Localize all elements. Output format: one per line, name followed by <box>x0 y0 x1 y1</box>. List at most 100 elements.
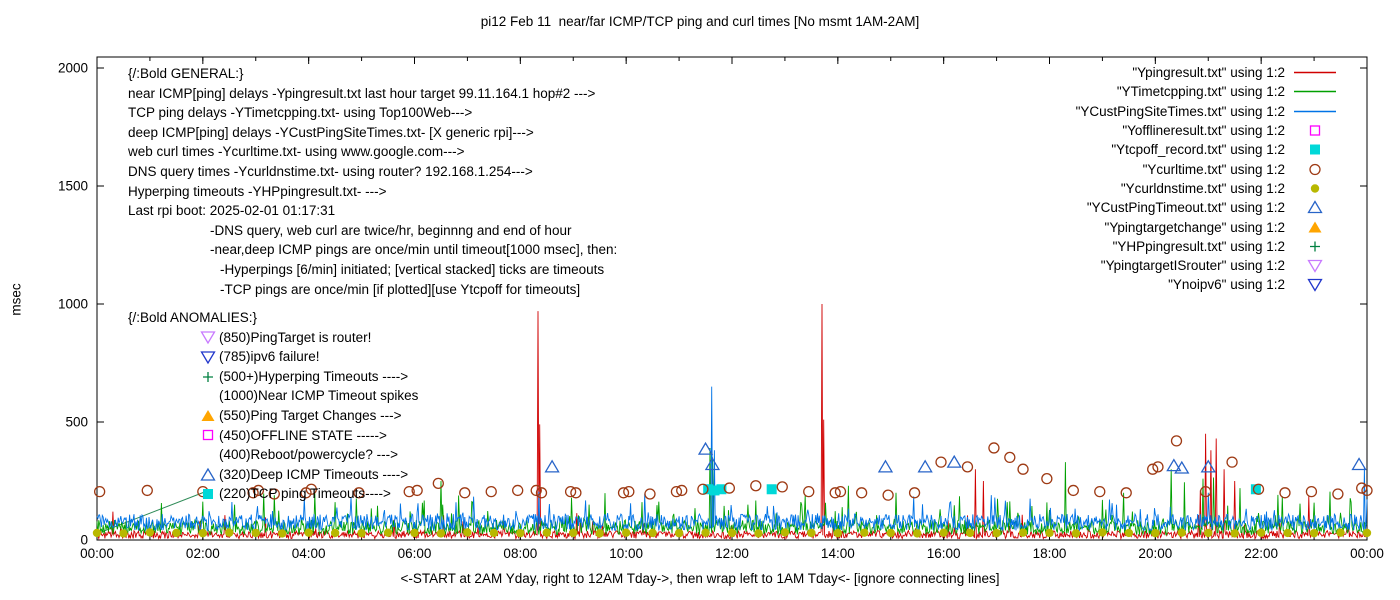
anomalies-header: {/:Bold ANOMALIES:} <box>128 310 258 325</box>
x-tick-label: 22:00 <box>1244 546 1279 561</box>
legend-label: "Ynoipv6" using 1:2 <box>1168 277 1285 293</box>
legend-plus-icon <box>1292 239 1338 254</box>
anomaly-note-line: (320)Deep ICMP Timeouts ----> <box>200 465 418 485</box>
legend-item: "Yofflineresult.txt" using 1:2 <box>1076 121 1338 140</box>
anomaly-note-text: (400)Reboot/powercycle? ---> <box>219 447 398 463</box>
y-tick-label: 2000 <box>57 60 88 76</box>
anomaly-note-text: (785)ipv6 failure! <box>219 349 320 365</box>
general-annotations: {/:Bold GENERAL:} near ICMP[ping] delays … <box>128 64 617 299</box>
legend-label: "Ypingtargetchange" using 1:2 <box>1104 219 1285 235</box>
x-tick-label: 04:00 <box>291 546 326 561</box>
legend-label: "Ycurldnstime.txt" using 1:2 <box>1120 180 1285 196</box>
nabla-open-icon <box>200 349 219 365</box>
legend-item: "Ynoipv6" using 1:2 <box>1076 275 1338 294</box>
x-tick-label: 06:00 <box>397 546 432 561</box>
x-tick-label: 02:00 <box>185 546 220 561</box>
legend-item: "YHPpingresult.txt" using 1:2 <box>1076 237 1338 256</box>
general-note-line: -TCP pings are once/min [if plotted][use… <box>220 281 581 297</box>
legend-item: "YpingtargetISrouter" using 1:2 <box>1076 256 1338 275</box>
square-open-icon <box>200 427 219 443</box>
anomaly-note-text: (320)Deep ICMP Timeouts ----> <box>219 466 409 482</box>
legend-line-sample <box>1292 104 1338 119</box>
general-note-line: {/:Bold GENERAL:} <box>128 66 244 81</box>
anomaly-no-icon <box>200 388 219 404</box>
general-note-line: near ICMP[ping] delays -Ypingresult.txt … <box>128 85 596 101</box>
y-axis-tick-labels: 0 500 1000 1500 2000 <box>0 0 88 600</box>
anomaly-note-line: (1000)Near ICMP Timeout spikes <box>200 386 418 406</box>
anomaly-note-line: (785)ipv6 failure! <box>200 347 418 367</box>
legend-item: "YCustPingTimeout.txt" using 1:2 <box>1076 198 1338 217</box>
anomaly-note-text: (850)PingTarget is router! <box>219 329 372 345</box>
anomaly-note-text: (450)OFFLINE STATE -----> <box>219 427 387 443</box>
legend-item: "YTimetcpping.txt" using 1:2 <box>1076 82 1338 101</box>
anomaly-note-text: (550)Ping Target Changes ---> <box>219 407 402 423</box>
legend-item: "Ytcpoff_record.txt" using 1:2 <box>1076 140 1338 159</box>
x-tick-label: 20:00 <box>1138 546 1173 561</box>
legend-label: "YpingtargetISrouter" using 1:2 <box>1100 258 1285 274</box>
general-note-line: web curl times -Ycurltime.txt- using www… <box>128 144 465 160</box>
plus-icon <box>200 369 219 385</box>
legend-nabla-open-icon <box>1292 277 1338 293</box>
general-note-line: Last rpi boot: 2025-02-01 01:17:31 <box>128 203 336 219</box>
x-axis-label: <-START at 2AM Yday, right to 12AM Tday-… <box>400 571 1000 586</box>
legend: "Ypingresult.txt" using 1:2 "YTimetcpping… <box>1076 63 1338 295</box>
general-note-line: -Hyperpings [6/min] initiated; [vertical… <box>220 261 605 277</box>
x-tick-label: 18:00 <box>1032 546 1067 561</box>
general-note-line: TCP ping delays -YTimetcpping.txt- using… <box>128 105 473 121</box>
y-tick-label: 0 <box>80 532 88 548</box>
legend-line-sample <box>1292 84 1338 99</box>
legend-label: "YTimetcpping.txt" using 1:2 <box>1116 84 1285 100</box>
x-tick-label: 12:00 <box>715 546 749 561</box>
legend-line-sample <box>1292 65 1338 80</box>
legend-item: "Ycurltime.txt" using 1:2 <box>1076 159 1338 178</box>
anomaly-note-text: (220)TCP ping Timeouts----> <box>219 486 391 502</box>
legend-item: "Ypingresult.txt" using 1:2 <box>1076 63 1338 82</box>
x-tick-label: 14:00 <box>820 546 855 561</box>
general-note-line: Hyperping timeouts -YHPpingresult.txt- -… <box>128 183 387 199</box>
general-note-line: -near,deep ICMP pings are once/min until… <box>210 242 618 258</box>
x-tick-label: 10:00 <box>609 546 644 561</box>
nabla-open-icon <box>200 329 219 345</box>
legend-label: "Ytcpoff_record.txt" using 1:2 <box>1111 142 1285 158</box>
anomaly-note-line: (450)OFFLINE STATE -----> <box>200 426 418 446</box>
anomaly-note-line: (400)Reboot/powercycle? ---> <box>200 445 418 465</box>
x-tick-label: 08:00 <box>503 546 538 561</box>
anomaly-note-line: (220)TCP ping Timeouts----> <box>200 484 418 504</box>
anomaly-note-text: (1000)Near ICMP Timeout spikes <box>219 388 419 404</box>
y-tick-label: 1000 <box>57 296 88 312</box>
legend-label: "Yofflineresult.txt" using 1:2 <box>1122 123 1285 139</box>
anomaly-no-icon <box>200 447 219 463</box>
y-tick-label: 1500 <box>57 178 88 194</box>
chart-title: pi12 Feb 11 near/far ICMP/TCP ping and c… <box>480 14 920 29</box>
legend-square-open-icon <box>1292 123 1338 138</box>
legend-circle-fill-icon <box>1292 181 1338 196</box>
x-tick-label: 00:00 <box>80 546 114 561</box>
legend-label: "Ypingresult.txt" using 1:2 <box>1132 65 1285 81</box>
anomaly-note-line: (550)Ping Target Changes ---> <box>200 406 418 426</box>
legend-triangle-fill-icon <box>1292 220 1338 235</box>
x-tick-label: 00:00 <box>1350 546 1384 561</box>
legend-nabla-open-icon <box>1292 258 1338 273</box>
legend-label: "YHPpingresult.txt" using 1:2 <box>1112 238 1285 254</box>
square-fill-icon <box>200 486 219 502</box>
anomaly-note-line: (850)PingTarget is router! <box>200 328 418 348</box>
legend-circle-open-icon <box>1292 162 1338 177</box>
legend-item: "Ycurldnstime.txt" using 1:2 <box>1076 179 1338 198</box>
legend-label: "YCustPingTimeout.txt" using 1:2 <box>1086 200 1285 216</box>
triangle-open-icon <box>200 467 219 483</box>
legend-triangle-open-icon <box>1292 200 1338 215</box>
legend-square-fill-icon <box>1292 142 1338 157</box>
legend-item: "YCustPingSiteTimes.txt" using 1:2 <box>1076 102 1338 121</box>
anomaly-note-line: (500+)Hyperping Timeouts ----> <box>200 367 418 387</box>
anomaly-annotations: {/:Bold ANOMALIES:} (850)PingTarget is ro… <box>128 308 418 504</box>
general-note-line: deep ICMP[ping] delays -YCustPingSiteTim… <box>128 124 534 140</box>
general-note-line: DNS query times -Ycurldnstime.txt- using… <box>128 163 533 179</box>
legend-item: "Ypingtargetchange" using 1:2 <box>1076 217 1338 236</box>
x-tick-label: 16:00 <box>926 546 961 561</box>
general-note-line: -DNS query, web curl are twice/hr, begin… <box>210 222 572 238</box>
legend-label: "YCustPingSiteTimes.txt" using 1:2 <box>1075 103 1285 119</box>
triangle-fill-icon <box>200 408 219 424</box>
y-tick-label: 500 <box>65 414 88 430</box>
legend-label: "Ycurltime.txt" using 1:2 <box>1142 161 1285 177</box>
